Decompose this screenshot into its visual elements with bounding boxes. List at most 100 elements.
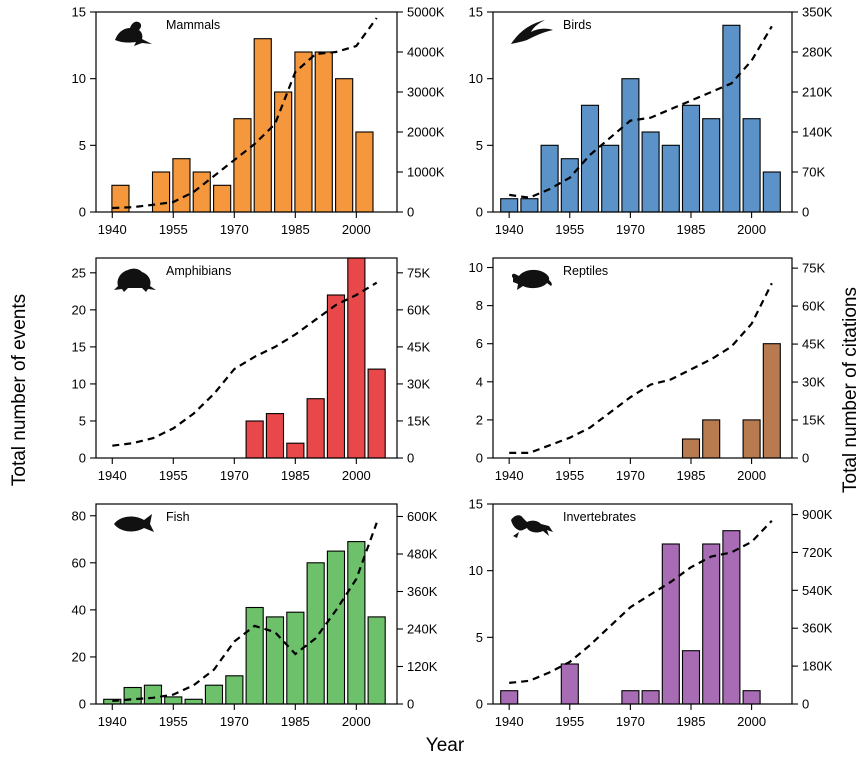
x-tick-label: 1985 bbox=[677, 714, 706, 729]
x-tick-label: 1940 bbox=[98, 222, 127, 237]
bar bbox=[306, 398, 325, 459]
chart-panel: 0 20 40 60 80 0 120K 240K 360K 480K 600K 1940 1955 19… bbox=[72, 503, 438, 729]
secondary-y-tick-label: 1000K bbox=[407, 165, 445, 180]
bar bbox=[580, 104, 600, 213]
bar bbox=[661, 543, 680, 705]
plot-frame bbox=[95, 257, 398, 459]
secondary-y-tick-label: 0 bbox=[802, 697, 809, 712]
secondary-y-tick-label: 75K bbox=[407, 265, 430, 280]
y-tick-label: 8 bbox=[476, 298, 483, 313]
panel-title: Invertebrates bbox=[563, 510, 636, 524]
secondary-y-tick-label: 15K bbox=[407, 413, 430, 428]
bar bbox=[722, 24, 741, 213]
bar bbox=[274, 91, 293, 213]
x-tick-label: 2000 bbox=[737, 714, 766, 729]
secondary-y-tick-label: 360K bbox=[407, 584, 438, 599]
y-tick-label: 2 bbox=[476, 412, 483, 427]
x-tick-label: 1970 bbox=[220, 468, 249, 483]
bar bbox=[540, 144, 559, 213]
y-tick-label: 0 bbox=[476, 205, 483, 220]
bar bbox=[621, 690, 640, 705]
swift-icon bbox=[511, 20, 553, 44]
x-axis-label: Year bbox=[425, 735, 465, 756]
plot-frame bbox=[492, 257, 793, 459]
x-tick-label: 2000 bbox=[737, 468, 766, 483]
x-tick-label: 1985 bbox=[281, 714, 310, 729]
y-tick-label: 5 bbox=[476, 138, 483, 153]
bar bbox=[265, 413, 285, 459]
secondary-y-tick-label: 5000K bbox=[407, 5, 445, 20]
secondary-y-tick-label: 60K bbox=[407, 302, 430, 317]
secondary-y-tick-label: 2000K bbox=[407, 125, 445, 140]
bar bbox=[367, 368, 386, 459]
fish-icon bbox=[114, 514, 154, 532]
x-tick-label: 1940 bbox=[98, 468, 127, 483]
secondary-y-tick-label: 45K bbox=[802, 337, 825, 352]
secondary-y-tick-label: 0 bbox=[407, 205, 414, 220]
secondary-y-tick-label: 0 bbox=[802, 451, 809, 466]
x-tick-label: 1985 bbox=[677, 468, 706, 483]
turtle-icon bbox=[511, 269, 552, 290]
bar bbox=[245, 606, 264, 705]
secondary-y-tick-label: 0 bbox=[407, 697, 414, 712]
chart-panel: 0 2 4 6 8 10 0 15K 30K 45K 60K 75K 1940 1955 1970 1985 2… bbox=[469, 257, 825, 483]
bar bbox=[621, 78, 640, 213]
bar bbox=[661, 144, 680, 213]
bar bbox=[253, 38, 272, 213]
y-tick-label: 20 bbox=[72, 302, 86, 317]
y-tick-label: 10 bbox=[469, 71, 483, 86]
bar bbox=[681, 438, 701, 459]
secondary-y-tick-label: 70K bbox=[802, 165, 825, 180]
bar bbox=[123, 686, 142, 705]
x-tick-label: 1955 bbox=[159, 222, 188, 237]
plot-frame bbox=[95, 503, 398, 705]
secondary-y-tick-label: 140K bbox=[802, 125, 833, 140]
bar bbox=[742, 419, 761, 459]
bar bbox=[245, 420, 264, 459]
x-tick-label: 1940 bbox=[495, 468, 524, 483]
bar bbox=[204, 684, 224, 705]
bar bbox=[213, 184, 232, 213]
secondary-y-tick-label: 4000K bbox=[407, 45, 445, 60]
bar bbox=[335, 78, 354, 213]
bar bbox=[702, 419, 721, 459]
panel-title: Amphibians bbox=[166, 264, 231, 278]
x-tick-label: 1955 bbox=[555, 222, 584, 237]
bar bbox=[192, 171, 211, 213]
bar bbox=[641, 690, 660, 705]
x-tick-label: 1955 bbox=[555, 714, 584, 729]
chart-panel: 0 5 10 15 0 70K 140K 210K 280K 350K 1940 1955 1970 19… bbox=[469, 5, 833, 238]
x-tick-label: 1985 bbox=[281, 468, 310, 483]
bar bbox=[722, 530, 741, 705]
panel-title: Birds bbox=[563, 18, 591, 32]
y-tick-label: 5 bbox=[79, 138, 86, 153]
bar bbox=[500, 690, 519, 705]
bar bbox=[326, 550, 346, 705]
secondary-y-tick-label: 30K bbox=[802, 375, 825, 390]
secondary-y-tick-label: 360K bbox=[802, 621, 833, 636]
x-tick-label: 1940 bbox=[98, 714, 127, 729]
secondary-y-tick-label: 45K bbox=[407, 339, 430, 354]
chart-panel: 0 5 10 15 0 1000K 2000K 3000K 4000K 5000K 1940 1955… bbox=[72, 5, 445, 238]
plot-frame bbox=[492, 11, 793, 213]
secondary-y-tick-label: 120K bbox=[407, 659, 438, 674]
bar bbox=[681, 650, 701, 705]
bar bbox=[742, 690, 761, 705]
x-tick-label: 1940 bbox=[495, 714, 524, 729]
citations-line bbox=[112, 522, 378, 702]
plot-frame bbox=[95, 11, 398, 213]
bar bbox=[355, 131, 374, 213]
x-tick-label: 1985 bbox=[677, 222, 706, 237]
x-tick-label: 1970 bbox=[616, 222, 645, 237]
bar bbox=[326, 294, 346, 459]
secondary-y-tick-label: 15K bbox=[802, 413, 825, 428]
bar bbox=[742, 118, 761, 213]
y-tick-label: 4 bbox=[476, 374, 483, 389]
secondary-y-tick-label: 350K bbox=[802, 5, 833, 20]
citations-line bbox=[112, 17, 378, 210]
secondary-y-tick-label: 210K bbox=[802, 85, 833, 100]
bar bbox=[172, 158, 191, 213]
fish-icon-shape bbox=[114, 514, 154, 532]
secondary-y-tick-label: 0 bbox=[407, 451, 414, 466]
